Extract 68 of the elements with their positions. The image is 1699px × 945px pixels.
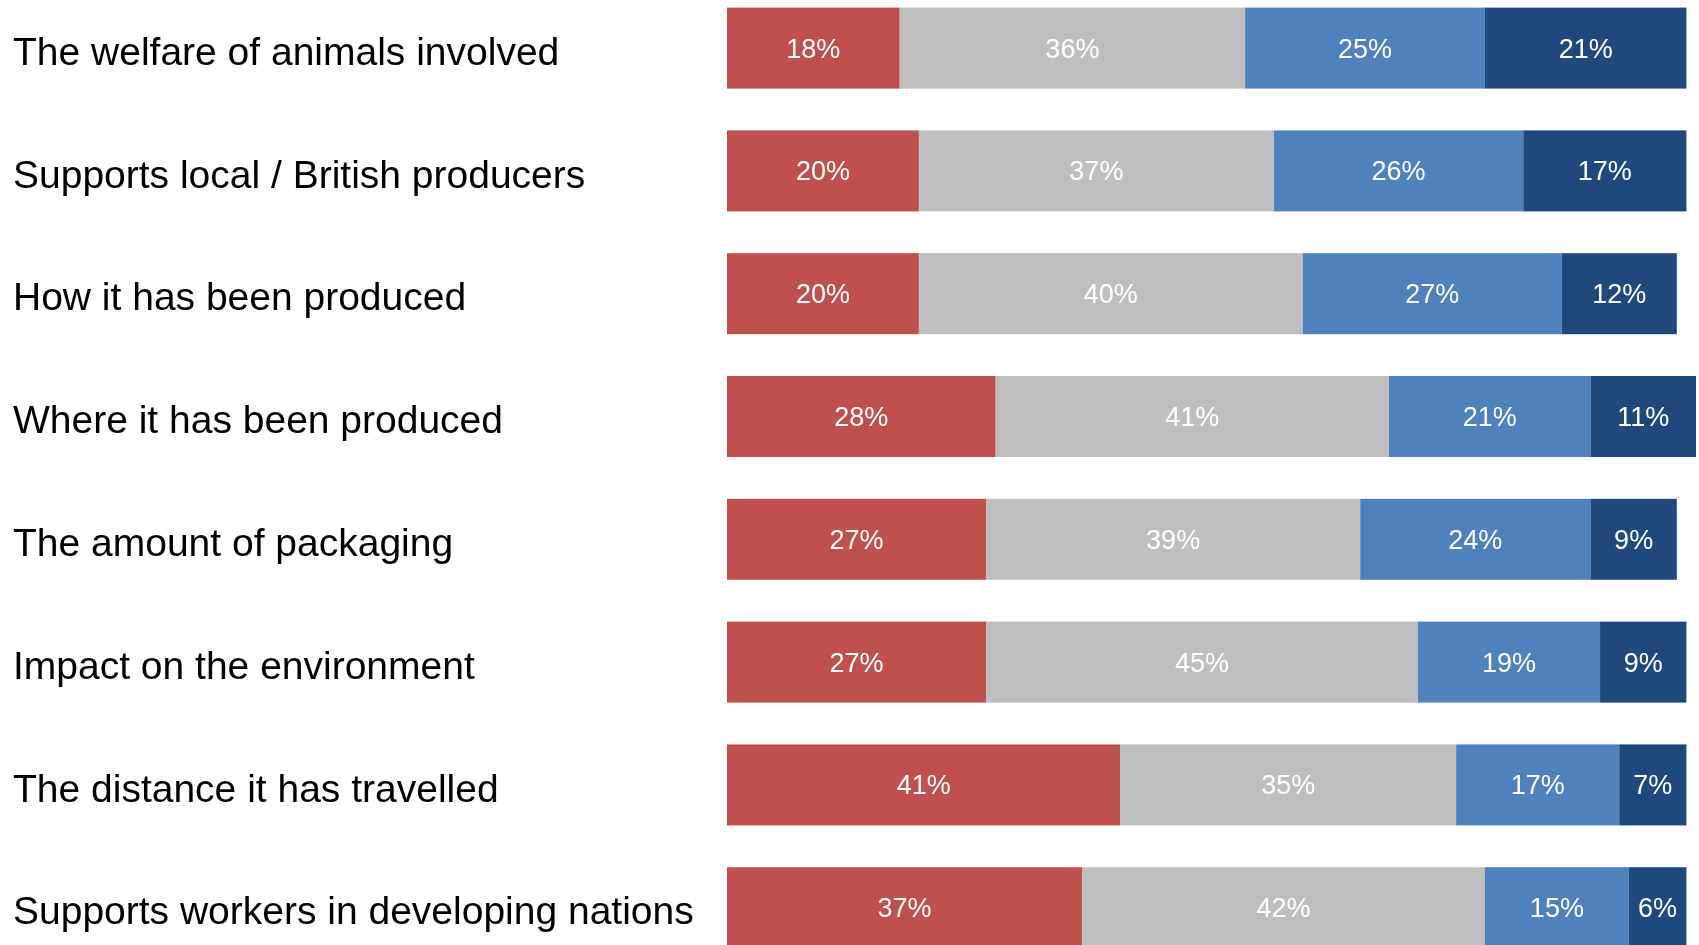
bar <box>1523 130 1687 212</box>
bar <box>1302 253 1562 335</box>
data-label: 21% <box>1462 401 1517 432</box>
bar <box>727 498 987 580</box>
data-label: 7% <box>1633 770 1673 801</box>
bar <box>1456 744 1620 826</box>
y-tick-label: The distance it has travelled <box>13 766 499 810</box>
data-label: 36% <box>1045 33 1100 64</box>
data-label: 42% <box>1256 893 1311 924</box>
bar <box>727 376 996 457</box>
data-label: 26% <box>1371 156 1426 187</box>
y-tick-label: Impact on the environment <box>13 643 475 687</box>
data-label: 39% <box>1146 524 1201 555</box>
y-tick-label: Supports local / British producers <box>13 152 586 196</box>
bar <box>899 7 1246 89</box>
data-label: 11% <box>1617 401 1670 432</box>
bar <box>1417 621 1601 703</box>
bar <box>727 7 900 89</box>
bar <box>727 253 919 335</box>
data-label: 20% <box>795 279 850 310</box>
bar <box>1600 621 1687 703</box>
data-label: 28% <box>834 401 889 432</box>
bar <box>727 621 987 703</box>
bar <box>986 498 1361 580</box>
y-tick-label: Supports workers in developing nations <box>13 889 694 933</box>
data-label: 41% <box>896 770 951 801</box>
data-label: 27% <box>1405 279 1460 310</box>
bar <box>1120 744 1457 826</box>
y-tick-label: How it has been produced <box>13 275 467 319</box>
data-label: 25% <box>1337 33 1393 64</box>
bar <box>1388 376 1591 457</box>
data-label: 19% <box>1481 647 1536 678</box>
bar <box>1360 498 1591 580</box>
y-tick-label: The welfare of animals involved <box>13 29 560 73</box>
data-label: 27% <box>829 524 884 555</box>
data-label: 15% <box>1529 893 1584 924</box>
bar <box>727 130 919 212</box>
data-label: 45% <box>1174 647 1229 678</box>
bar <box>918 130 1274 212</box>
bar <box>986 621 1418 703</box>
data-label: 24% <box>1448 524 1503 555</box>
data-label: 18% <box>786 33 841 64</box>
bar <box>1561 253 1677 335</box>
data-label: 17% <box>1577 156 1632 187</box>
data-label: 17% <box>1510 770 1565 801</box>
data-label: 35% <box>1261 770 1316 801</box>
data-label: 27% <box>829 647 884 678</box>
data-label: 37% <box>877 893 932 924</box>
bar <box>1273 130 1524 212</box>
bar <box>995 376 1389 457</box>
y-tick-label: The amount of packaging <box>13 520 454 564</box>
data-label: 9% <box>1623 647 1663 678</box>
bar <box>1590 376 1697 457</box>
data-label: 9% <box>1614 524 1654 555</box>
data-label: 41% <box>1165 401 1220 432</box>
bar <box>727 744 1121 826</box>
bar <box>918 253 1303 335</box>
data-label: 6% <box>1638 893 1678 924</box>
bar <box>1245 7 1485 89</box>
bar <box>1619 744 1687 826</box>
bar <box>1484 7 1687 89</box>
y-tick-label: Where it has been produced <box>13 398 503 442</box>
data-label: 20% <box>795 156 850 187</box>
data-label: 40% <box>1083 279 1138 310</box>
data-label: 21% <box>1558 33 1613 64</box>
data-label: 37% <box>1069 156 1124 187</box>
data-label: 12% <box>1592 279 1647 310</box>
bar <box>1590 498 1677 580</box>
